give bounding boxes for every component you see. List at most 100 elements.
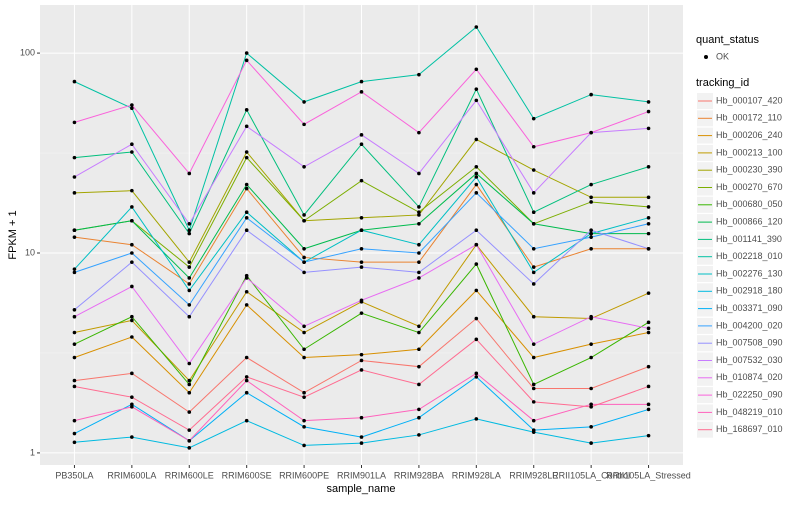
point [531,386,536,391]
point [187,221,192,226]
point [474,371,479,376]
legend-label: Hb_004200_020 [716,320,783,330]
point [359,441,364,445]
point [646,126,651,131]
point [646,291,651,295]
point [302,122,306,127]
point [244,182,249,187]
point [646,246,651,251]
point [130,205,134,209]
y-tick-label: 100 [20,47,35,57]
point [589,386,593,391]
point [531,116,536,121]
point [646,330,651,335]
point [130,314,134,319]
legend-label: Hb_022250_090 [716,389,783,399]
point [130,150,134,154]
x-tick-label: RRIM600LA [107,470,156,480]
point [302,418,306,423]
point [531,191,536,195]
point [531,270,536,275]
y-tick-label: 1 [30,447,35,457]
point [589,195,593,200]
point [72,342,77,346]
point [302,395,306,399]
point [302,390,306,395]
x-tick-label: RRIM928LE [509,470,558,480]
point [474,175,479,179]
point [646,100,651,104]
point [474,87,479,91]
point [589,228,593,233]
point [72,235,77,239]
point [187,428,192,432]
legend-label: Hb_000107_420 [716,95,783,105]
point [589,405,593,409]
point [130,405,134,409]
point [417,242,421,247]
point [531,168,536,172]
point [417,213,421,217]
point [302,330,306,335]
legend-label: Hb_007532_030 [716,355,783,365]
point [474,337,479,342]
point [244,210,249,214]
point [646,402,651,407]
x-axis-title: sample_name [326,483,395,495]
legend-label: Hb_002918_180 [716,286,783,296]
point [359,265,364,269]
point [589,314,593,319]
point [187,378,192,383]
point [72,378,77,383]
point [359,228,364,233]
point [474,67,479,72]
point [474,288,479,293]
point [417,210,421,214]
point [130,218,134,223]
point [531,265,536,269]
point [302,260,306,264]
point [244,390,249,395]
point [187,282,192,286]
legend-label: Hb_168697_010 [716,424,783,434]
point [130,435,134,439]
point [130,251,134,255]
point [244,51,249,55]
legend-label: Hb_000270_670 [716,182,783,192]
point [589,246,593,251]
point [244,228,249,233]
point [244,215,249,220]
point [589,235,593,239]
legend-label: Hb_000230_390 [716,165,783,175]
point [531,342,536,346]
point [589,231,593,236]
point [417,270,421,275]
legend-title: quant_status [696,34,759,46]
point [589,130,593,135]
point [474,191,479,195]
point [244,276,249,280]
point [359,358,364,363]
legend-label: Hb_002218_010 [716,251,783,261]
legend-label: Hb_048219_010 [716,407,783,417]
point [417,260,421,264]
point [417,330,421,335]
point [474,316,479,321]
x-tick-label: RRII105LA_Stressed [606,470,691,480]
x-tick-label: RRIM928BA [394,470,444,480]
point [244,375,249,379]
point [646,221,651,226]
point [244,108,249,112]
y-axis-title: FPKM + 1 [7,210,19,259]
point [72,155,77,160]
point [130,103,134,107]
point [359,415,364,420]
point [187,288,192,293]
point [474,417,479,421]
legend-label: Hb_000172_110 [716,113,782,123]
point [646,320,651,325]
point [130,402,134,407]
x-tick-label: RRII105LA_Control [552,470,630,480]
point [474,182,479,187]
